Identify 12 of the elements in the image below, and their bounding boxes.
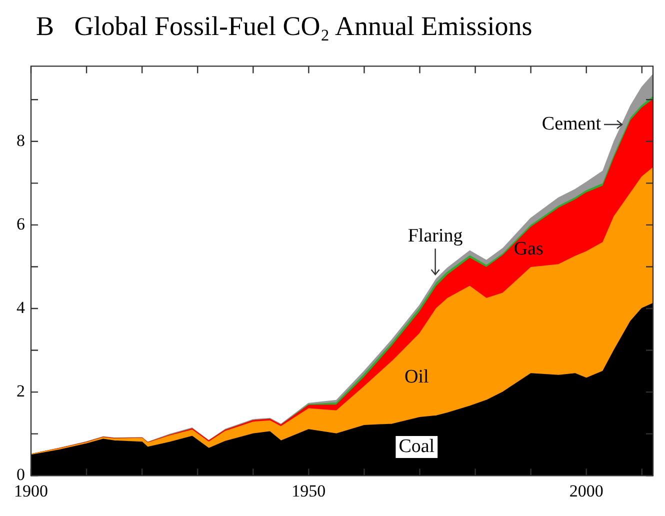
series-label: Oil [404,366,429,388]
series-label: Cement [542,113,602,134]
chart-title: B Global Fossil-Fuel CO₂ Annual Emissions [35,10,534,43]
x-tick-label: 2000 [569,481,604,500]
y-tick-label: 8 [16,130,25,150]
series-label: Gas [514,238,544,260]
series-label: Flaring [408,226,464,247]
y-tick-label: 4 [16,298,26,317]
x-tick-label: 1950 [292,481,326,500]
series-label: Coal [398,436,435,457]
y-tick-label: 6 [16,214,25,234]
y-tick-label: 2 [16,382,25,401]
